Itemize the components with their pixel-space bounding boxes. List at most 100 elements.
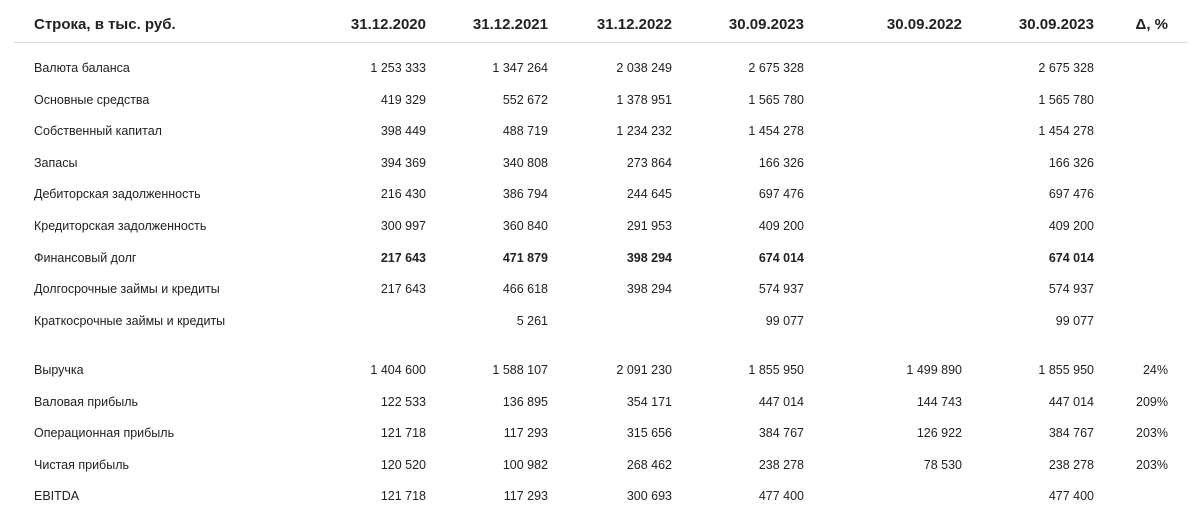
header-label: Строка, в тыс. руб. — [34, 16, 176, 33]
table-row: Краткосрочные займы и кредиты 5 261 99 077… — [14, 306, 1188, 337]
table-row: Долгосрочные займы и кредиты 217 643 466 6… — [14, 274, 1188, 305]
table-row: Дебиторская задолженность 216 430 386 794 2… — [14, 179, 1188, 210]
delta-cell: 203% — [1136, 457, 1168, 472]
value-cell: 126 922 — [916, 426, 962, 441]
table-row: Валюта баланса 1 253 333 1 347 264 2 038 24… — [14, 53, 1188, 84]
value-cell: 697 476 — [1048, 187, 1094, 202]
value-cell: 1 253 333 — [370, 61, 426, 75]
value-cell: 121 718 — [380, 489, 426, 504]
value-cell: 238 278 — [1048, 457, 1094, 472]
value-cell: 354 171 — [626, 394, 672, 409]
value-cell: 300 693 — [626, 489, 672, 504]
row-label: EBITDA — [34, 489, 80, 504]
row-label: Долгосрочные займы и кредиты — [34, 282, 220, 297]
value-cell: 244 645 — [626, 187, 672, 202]
value-cell: 99 077 — [1055, 313, 1094, 328]
value-cell: 384 767 — [758, 426, 804, 441]
table-row: Основные средства 419 329 552 672 1 378 951… — [14, 85, 1188, 116]
header-col-delta: Δ, % — [1135, 16, 1168, 33]
value-cell: 117 293 — [503, 489, 548, 504]
value-cell: 697 476 — [758, 187, 804, 202]
table-header: Строка, в тыс. руб. 31.12.2020 31.12.202… — [14, 0, 1188, 43]
value-cell: 394 369 — [380, 155, 426, 170]
header-col-2: 31.12.2021 — [472, 16, 548, 33]
table-row: Запасы 394 369 340 808 273 864 166 326 166 32… — [14, 148, 1188, 179]
table-row: Собственный капитал 398 449 488 719 1 234 2… — [14, 116, 1188, 147]
delta-cell: 203% — [1136, 426, 1168, 441]
row-label: Чистая прибыль — [34, 457, 129, 472]
delta-cell: 209% — [1136, 394, 1168, 409]
value-cell: 291 953 — [626, 219, 672, 233]
value-cell: 217 643 — [380, 282, 426, 297]
table-row: Выручка 1 404 600 1 588 107 2 091 230 1 855 … — [14, 355, 1188, 386]
value-cell: 2 091 230 — [616, 363, 672, 377]
table-row: Валовая прибыль 122 533 136 895 354 171 447 … — [14, 387, 1188, 418]
value-cell: 574 937 — [758, 282, 804, 297]
row-label: Кредиторская задолженность — [34, 219, 207, 233]
value-cell: 99 077 — [765, 313, 804, 328]
value-cell: 166 326 — [758, 155, 804, 170]
row-label: Выручка — [34, 363, 84, 377]
value-cell: 674 014 — [1048, 250, 1094, 265]
value-cell: 5 261 — [516, 313, 548, 328]
value-cell: 216 430 — [380, 187, 426, 202]
value-cell: 1 499 890 — [906, 363, 962, 377]
row-label: Финансовый долг — [34, 250, 137, 265]
financial-table: Строка, в тыс. руб. 31.12.2020 31.12.202… — [14, 0, 1188, 503]
value-cell: 1 404 600 — [370, 363, 426, 377]
value-cell: 477 400 — [758, 489, 804, 504]
value-cell: 552 672 — [502, 92, 548, 107]
value-cell: 398 449 — [380, 124, 426, 139]
value-cell: 136 895 — [502, 394, 548, 409]
row-label: Собственный капитал — [34, 124, 162, 139]
header-col-6: 30.09.2023 — [1018, 16, 1094, 33]
value-cell: 398 294 — [626, 250, 672, 265]
value-cell: 217 643 — [380, 250, 426, 265]
value-cell: 2 675 328 — [1038, 61, 1094, 75]
value-cell: 340 808 — [502, 155, 548, 170]
value-cell: 574 937 — [1048, 282, 1094, 297]
row-label: Дебиторская задолженность — [34, 187, 201, 202]
value-cell: 1 588 107 — [492, 363, 548, 377]
value-cell: 315 656 — [626, 426, 672, 441]
value-cell: 117 293 — [503, 426, 548, 441]
value-cell: 384 767 — [1048, 426, 1094, 441]
value-cell: 409 200 — [1048, 219, 1094, 233]
table-row: Чистая прибыль 120 520 100 982 268 462 238 2… — [14, 450, 1188, 481]
row-label: Основные средства — [34, 92, 150, 107]
table-row: Кредиторская задолженность 300 997 360 840… — [14, 211, 1188, 242]
value-cell: 122 533 — [380, 394, 426, 409]
value-cell: 360 840 — [502, 219, 548, 233]
value-cell: 1 855 950 — [748, 363, 804, 377]
row-label: Валюта баланса — [34, 61, 130, 75]
value-cell: 1 454 278 — [1038, 124, 1094, 139]
value-cell: 2 038 249 — [616, 61, 672, 75]
value-cell: 471 879 — [502, 250, 548, 265]
row-label: Валовая прибыль — [34, 394, 139, 409]
value-cell: 78 530 — [923, 457, 962, 472]
value-cell: 144 743 — [916, 394, 962, 409]
value-cell: 1 347 264 — [492, 61, 548, 75]
value-cell: 419 329 — [380, 92, 426, 107]
value-cell: 488 719 — [502, 124, 548, 139]
delta-cell: 24% — [1142, 363, 1168, 377]
row-label: Краткосрочные займы и кредиты — [34, 313, 226, 328]
value-cell: 674 014 — [758, 250, 804, 265]
value-cell: 238 278 — [758, 457, 804, 472]
header-col-1: 31.12.2020 — [350, 16, 426, 33]
table-row: EBITDA 121 718 117 293 300 693 477 400 477 40… — [14, 481, 1188, 512]
value-cell: 1 565 780 — [1038, 92, 1094, 107]
value-cell: 447 014 — [1048, 394, 1094, 409]
value-cell: 300 997 — [380, 219, 426, 233]
value-cell: 121 718 — [380, 426, 426, 441]
table-row: Операционная прибыль 121 718 117 293 315 65… — [14, 418, 1188, 449]
value-cell: 466 618 — [502, 282, 548, 297]
value-cell: 166 326 — [1048, 155, 1094, 170]
value-cell: 409 200 — [758, 219, 804, 233]
value-cell: 1 454 278 — [748, 124, 804, 139]
header-col-4: 30.09.2023 — [728, 16, 804, 33]
value-cell: 2 675 328 — [748, 61, 804, 75]
value-cell: 1 234 232 — [616, 124, 672, 139]
value-cell: 477 400 — [1048, 489, 1094, 504]
value-cell: 120 520 — [380, 457, 426, 472]
